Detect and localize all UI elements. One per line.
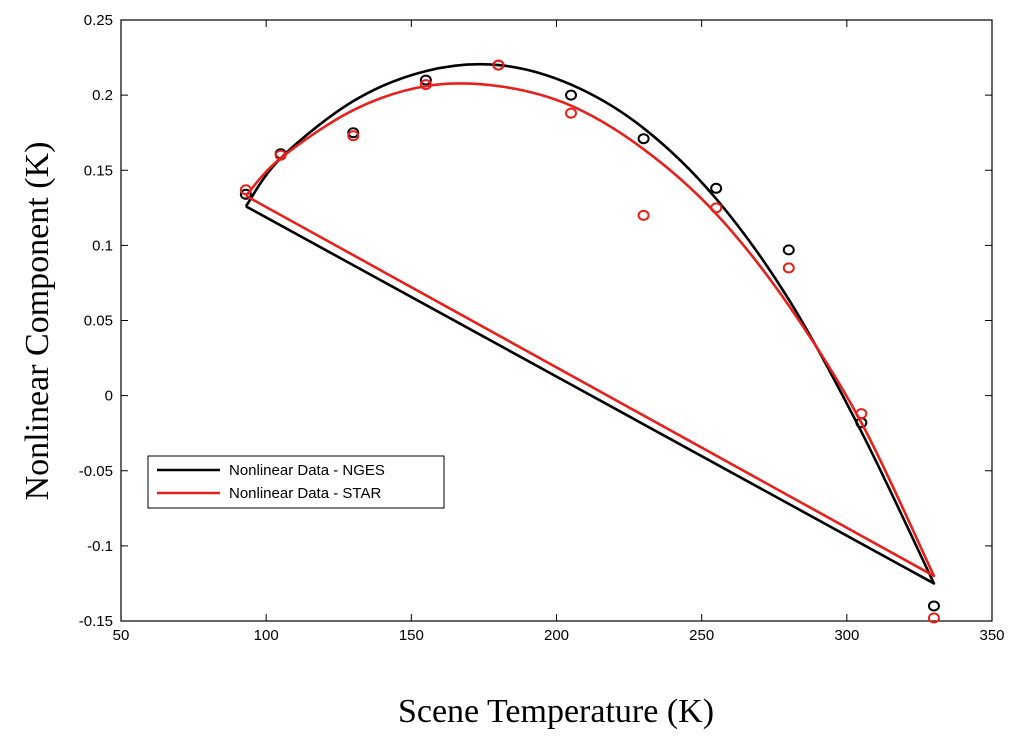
x-tick-label: 300: [834, 627, 859, 644]
legend-label-nges: Nonlinear Data - NGES: [229, 462, 385, 479]
y-tick-label: 0.15: [84, 162, 113, 179]
x-tick-label: 200: [544, 627, 569, 644]
y-tick-label: -0.05: [79, 463, 113, 480]
data-point-star: [710, 202, 723, 214]
y-tick-label: 0.25: [84, 12, 113, 29]
x-tick-label: 150: [399, 627, 424, 644]
data-point-nges: [565, 89, 578, 101]
data-point-nges: [710, 182, 723, 194]
data-point-star: [637, 209, 650, 221]
data-point-star: [782, 262, 795, 274]
data-point-star: [855, 408, 868, 420]
plot-area: [120, 19, 993, 622]
y-tick-label: 0.1: [92, 237, 113, 254]
data-point-star: [347, 130, 360, 142]
data-point-nges: [637, 133, 650, 145]
legend-label-star: Nonlinear Data - STAR: [229, 485, 381, 502]
legend-box: [147, 455, 445, 509]
legend: Nonlinear Data - NGES Nonlinear Data - S…: [147, 455, 445, 509]
data-point-star: [565, 107, 578, 119]
axis-ticks: 50 100 150 200 250 300 350 -0.15 -0.1 -0.05 0 0.05 0…: [79, 12, 1005, 644]
x-tick-label: 350: [979, 627, 1004, 644]
data-point-star: [492, 59, 505, 71]
x-tick-label: 100: [254, 627, 279, 644]
y-tick-label: -0.1: [87, 538, 113, 555]
series-layer: [239, 59, 940, 624]
y-tick-label: 0.05: [84, 313, 113, 330]
data-point-star: [274, 149, 287, 161]
x-axis-title: Scene Temperature (K): [398, 693, 714, 730]
x-tick-label: 250: [689, 627, 714, 644]
fit-curve-nges: [244, 62, 936, 585]
data-point-star: [239, 184, 252, 196]
data-point-star: [419, 79, 432, 91]
fit-curve-star: [244, 82, 936, 578]
y-tick-label: 0.2: [92, 87, 113, 104]
data-point-nges: [239, 188, 252, 200]
y-tick-label: 0: [105, 388, 113, 405]
x-tick-label: 50: [113, 627, 130, 644]
y-axis-title: Nonlinear Component (K): [19, 142, 56, 501]
data-point-star: [927, 612, 940, 624]
data-point-nges: [782, 244, 795, 256]
y-tick-label: -0.15: [79, 613, 113, 630]
data-point-nges: [927, 600, 940, 612]
data-point-nges: [419, 74, 432, 86]
